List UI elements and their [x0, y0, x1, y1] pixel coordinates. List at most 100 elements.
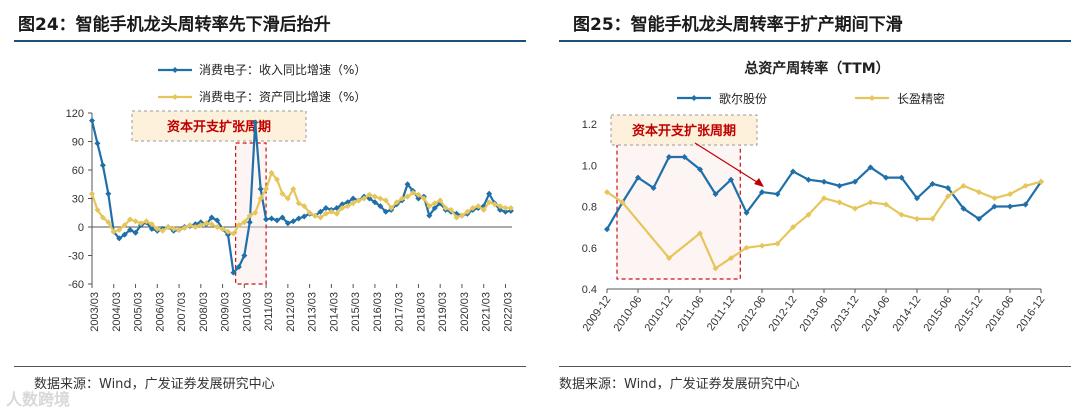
- right-point-goertek: [976, 215, 982, 222]
- left-x-tick-label: 2019/03: [437, 292, 449, 332]
- left-point-revenue: [322, 205, 329, 211]
- right-y-tick-label: 0.8: [582, 202, 597, 214]
- left-point-assets: [263, 186, 270, 192]
- left-point-assets: [377, 195, 384, 202]
- right-y-tick-label: 1.2: [582, 119, 597, 131]
- right-point-goertek: [821, 178, 827, 185]
- left-point-assets: [186, 222, 193, 229]
- right-point-changying: [728, 255, 734, 262]
- right-x-tick-label: 2013-12: [828, 294, 861, 334]
- left-point-assets: [203, 220, 210, 227]
- right-y-tick-label: 0.6: [582, 243, 597, 255]
- left-y-tick-label: 0: [78, 222, 84, 234]
- left-point-assets: [295, 200, 302, 207]
- left-x-tick-label: 2003/03: [89, 292, 101, 332]
- left-x-tick-label: 2011/03: [263, 292, 275, 331]
- left-x-tick-label: 2004/03: [111, 292, 123, 332]
- right-point-changying: [976, 189, 982, 196]
- left-point-assets: [464, 208, 471, 215]
- left-x-tick-label: 2022/03: [502, 292, 514, 332]
- left-point-assets: [241, 219, 248, 226]
- right-x-tick-label: 2015-06: [921, 294, 954, 334]
- left-point-revenue: [344, 199, 351, 206]
- right-x-tick-label: 2016-12: [1014, 294, 1047, 334]
- right-point-changying: [774, 240, 781, 247]
- left-point-assets: [127, 216, 134, 223]
- left-point-assets: [94, 206, 101, 213]
- left-legend-label: 消费电子：资产同比增速（%）: [199, 90, 366, 104]
- left-point-assets: [110, 228, 117, 235]
- left-point-revenue: [257, 186, 264, 192]
- right-point-changying: [960, 182, 967, 189]
- left-point-assets: [181, 224, 188, 231]
- right-point-changying: [991, 195, 998, 202]
- left-point-assets: [268, 169, 275, 176]
- left-point-assets: [165, 224, 172, 230]
- left-point-assets: [431, 200, 438, 207]
- right-point-goertek: [681, 154, 688, 160]
- left-point-assets: [192, 224, 199, 230]
- left-point-assets: [361, 195, 368, 202]
- right-point-goertek: [960, 205, 967, 212]
- left-point-revenue: [268, 215, 275, 222]
- left-point-revenue: [371, 199, 378, 206]
- right-point-goertek: [774, 191, 781, 198]
- left-y-tick-label: -30: [68, 251, 84, 263]
- left-point-assets: [350, 200, 357, 207]
- right-point-changying: [836, 199, 843, 206]
- left-point-revenue: [116, 235, 123, 242]
- left-point-assets: [154, 225, 161, 232]
- left-point-assets: [344, 203, 351, 210]
- right-point-changying: [914, 215, 920, 222]
- right-chart: 总资产周转率（TTM） 0.4 0.6 0.8 1.0 1.2 资本开支扩张周期 2009-1…: [580, 60, 1047, 334]
- left-point-revenue: [333, 205, 340, 211]
- left-point-revenue: [284, 220, 291, 227]
- right-point-goertek: [991, 203, 998, 210]
- right-point-goertek: [728, 176, 734, 183]
- left-point-revenue: [94, 140, 101, 147]
- left-point-revenue: [241, 252, 248, 259]
- right-y-tick-label: 0.4: [582, 284, 597, 296]
- right-point-changying: [945, 193, 951, 200]
- right-x-tick-label: 2012-12: [766, 294, 799, 334]
- right-x-tick-label: 2011-06: [674, 294, 707, 333]
- left-point-assets: [388, 205, 395, 211]
- right-point-goertek: [836, 182, 843, 189]
- left-point-assets: [469, 205, 476, 211]
- left-point-assets: [458, 212, 465, 219]
- left-source-rule: [14, 366, 526, 367]
- left-point-assets: [328, 208, 335, 215]
- left-point-assets: [333, 210, 340, 217]
- left-x-tick-label: 2013/03: [307, 292, 319, 332]
- left-point-revenue: [273, 217, 280, 224]
- left-point-revenue: [497, 206, 504, 213]
- right-point-goertek: [743, 209, 750, 216]
- left-annotation-label: 资本开支扩张周期: [167, 119, 271, 135]
- left-chart: -60 -30 0 30 60 90 120 资本开支扩张周期 2003/03 2004/03 20…: [66, 63, 515, 332]
- left-point-revenue: [246, 219, 253, 226]
- left-point-revenue: [290, 218, 297, 225]
- right-point-changying: [867, 199, 874, 206]
- left-point-revenue: [252, 119, 259, 126]
- left-point-assets: [420, 195, 427, 202]
- right-x-tick-label: 2014-06: [859, 294, 892, 334]
- right-point-changying: [619, 199, 626, 206]
- left-point-assets: [143, 218, 150, 225]
- right-point-goertek: [759, 189, 765, 196]
- left-point-revenue: [263, 216, 270, 223]
- right-legend-label: 长盈精密: [897, 91, 945, 106]
- right-legend-marker: [691, 95, 697, 101]
- left-point-assets: [507, 205, 514, 211]
- right-x-tick-label: 2011-12: [705, 294, 738, 333]
- left-point-assets: [159, 227, 166, 234]
- right-point-goertek: [650, 184, 657, 191]
- left-point-revenue: [121, 231, 128, 238]
- right-point-goertek: [805, 176, 812, 183]
- left-point-assets: [121, 222, 128, 229]
- right-point-changying: [805, 211, 812, 218]
- right-point-changying: [759, 242, 765, 249]
- right-point-changying: [790, 224, 796, 231]
- right-annotation-arrowhead: [754, 178, 764, 187]
- left-x-tick-label: 2008/03: [198, 292, 210, 332]
- left-point-revenue: [214, 217, 221, 224]
